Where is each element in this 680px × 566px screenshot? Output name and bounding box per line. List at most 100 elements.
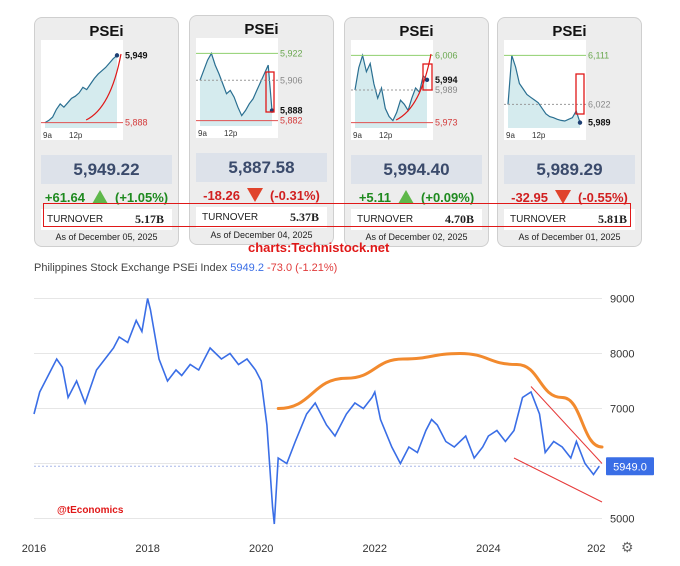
- card-title: PSEi: [89, 23, 124, 40]
- last-value-tag-bg: [606, 457, 654, 476]
- time-label: 12p: [224, 129, 238, 138]
- red-highlight-box: [575, 73, 585, 115]
- card-title: PSEi: [399, 23, 434, 40]
- time-label: 12p: [532, 131, 546, 140]
- card-change-row: -18.26 (-0.31%): [190, 182, 333, 208]
- x-tick-label: 2022: [363, 543, 387, 555]
- red-trend-curve: [85, 53, 122, 121]
- card-price: 5,994.40: [351, 155, 482, 184]
- turnover-label: TURNOVER: [47, 214, 104, 225]
- x-tick-label: 2020: [249, 543, 273, 555]
- card-change: +5.11: [358, 189, 392, 205]
- x-tick-label: 2024: [476, 543, 500, 555]
- sparkline-line: [507, 55, 581, 123]
- card-change-row: +5.11 (+0.09%): [345, 184, 488, 210]
- upper-trendline: [530, 386, 603, 464]
- card-change: +61.64: [44, 189, 85, 205]
- turnover-value: 5.17B: [134, 212, 164, 226]
- card-change-row: -32.95 (-0.55%): [498, 184, 641, 210]
- main-chart-title: Philippines Stock Exchange PSEi Index: [34, 262, 228, 274]
- card-change-pct: (-0.55%): [578, 189, 628, 205]
- sparkline-line: [199, 51, 273, 117]
- card-change-row: +61.64 (+1.05%): [35, 184, 178, 210]
- quote-card-dec04[interactable]: PSEi 5,922 5,882 5,906 5,888 9a 12p 5,887.58 …: [189, 15, 334, 245]
- y-tick-label: 5000: [610, 514, 634, 526]
- turnover-value: 5.81B: [597, 212, 627, 226]
- high-label: 6,111: [588, 50, 609, 60]
- card-price: 5,949.22: [41, 155, 172, 184]
- card-price: 5,887.58: [196, 153, 327, 182]
- lower-trendline: [513, 457, 603, 503]
- card-asof: As of December 01, 2025: [518, 232, 621, 242]
- quote-card-dec05[interactable]: PSEi 5,888 5,949 9a 12p 5,949.22 +61.64 (+1…: [34, 17, 179, 247]
- card-change: -32.95: [511, 189, 548, 205]
- last-point: [424, 77, 430, 83]
- time-label: 9a: [506, 131, 515, 140]
- x-tick-label: 2016: [22, 543, 46, 555]
- main-chart-header: Philippines Stock Exchange PSEi Index 59…: [34, 262, 337, 274]
- last-label: 5,949: [125, 50, 148, 60]
- y-tick-label: 9000: [610, 294, 634, 306]
- intraday-sparkline: 5,922 5,882 5,906 5,888 9a 12p: [196, 38, 303, 138]
- card-turnover: TURNOVER 5.17B: [41, 209, 172, 230]
- sparkline-line: [354, 53, 428, 122]
- turnover-value: 4.70B: [444, 212, 474, 226]
- y-tick-label: 7000: [610, 404, 634, 416]
- up-triangle-icon: [398, 190, 415, 204]
- time-label: 9a: [43, 131, 52, 140]
- card-title: PSEi: [552, 23, 587, 40]
- last-label: 5,994: [435, 75, 458, 85]
- sparkline-area: [508, 55, 580, 128]
- quote-card-dec01[interactable]: PSEi 6,111 6,022 5,989 9a 12p 5,989.29 -32.9…: [497, 17, 642, 247]
- gear-icon[interactable]: ⚙: [621, 539, 634, 555]
- prev-close-label: 6,022: [588, 99, 611, 109]
- last-label: 5,888: [280, 106, 303, 116]
- time-label: 12p: [69, 131, 83, 140]
- quote-card-dec02[interactable]: PSEi 6,006 5,973 5,989 5,994 9a 12p 5,994.40 …: [344, 17, 489, 247]
- time-label: 9a: [198, 129, 207, 138]
- intraday-sparkline: 5,888 5,949 9a 12p: [41, 40, 148, 140]
- y-tick-label: 8000: [610, 349, 634, 361]
- y-tick-label: 6000: [610, 459, 634, 471]
- turnover-label: TURNOVER: [202, 212, 259, 223]
- turnover-highlight-box: [43, 203, 631, 227]
- card-asof: As of December 04, 2025: [210, 230, 313, 240]
- card-change: -18.26: [203, 187, 240, 203]
- card-asof: As of December 05, 2025: [55, 232, 158, 242]
- prev-close-label: 5,989: [435, 85, 458, 95]
- card-turnover: TURNOVER 4.70B: [351, 209, 482, 230]
- down-triangle-icon: [247, 188, 263, 202]
- turnover-value: 5.37B: [289, 210, 319, 224]
- card-change-pct: (+0.09%): [421, 189, 475, 205]
- last-point: [577, 120, 583, 125]
- card-turnover: TURNOVER 5.81B: [504, 209, 635, 230]
- card-change-pct: (+1.05%): [115, 189, 169, 205]
- main-chart-change: -73.0 (-1.21%): [267, 262, 338, 274]
- turnover-label: TURNOVER: [357, 214, 414, 225]
- turnover-label: TURNOVER: [510, 214, 567, 225]
- card-price: 5,989.29: [504, 155, 635, 184]
- high-label: 5,922: [280, 48, 303, 58]
- up-triangle-icon: [92, 190, 108, 204]
- intraday-sparkline: 6,111 6,022 5,989 9a 12p: [504, 40, 611, 140]
- card-asof: As of December 02, 2025: [365, 232, 468, 242]
- red-highlight-box: [265, 71, 275, 113]
- low-label: 5,888: [125, 118, 148, 128]
- red-highlight-box: [422, 63, 433, 91]
- card-change-pct: (-0.31%): [270, 187, 320, 203]
- low-label: 5,882: [280, 116, 303, 126]
- x-tick-label: 202: [587, 543, 605, 555]
- last-value-tag: 5949.0: [613, 461, 647, 473]
- card-turnover: TURNOVER 5.37B: [196, 207, 327, 228]
- main-chart-value: 5949.2: [230, 262, 264, 274]
- time-label: 9a: [353, 131, 362, 140]
- sparkline-line: [44, 54, 118, 124]
- chart-credit: charts:Technistock.net: [248, 240, 390, 255]
- time-label: 12p: [379, 131, 393, 140]
- watermark: @tEconomics: [57, 505, 124, 516]
- x-tick-label: 2018: [135, 543, 159, 555]
- psei-series-line: [33, 298, 600, 525]
- high-label: 6,006: [435, 50, 458, 60]
- card-title: PSEi: [244, 21, 279, 38]
